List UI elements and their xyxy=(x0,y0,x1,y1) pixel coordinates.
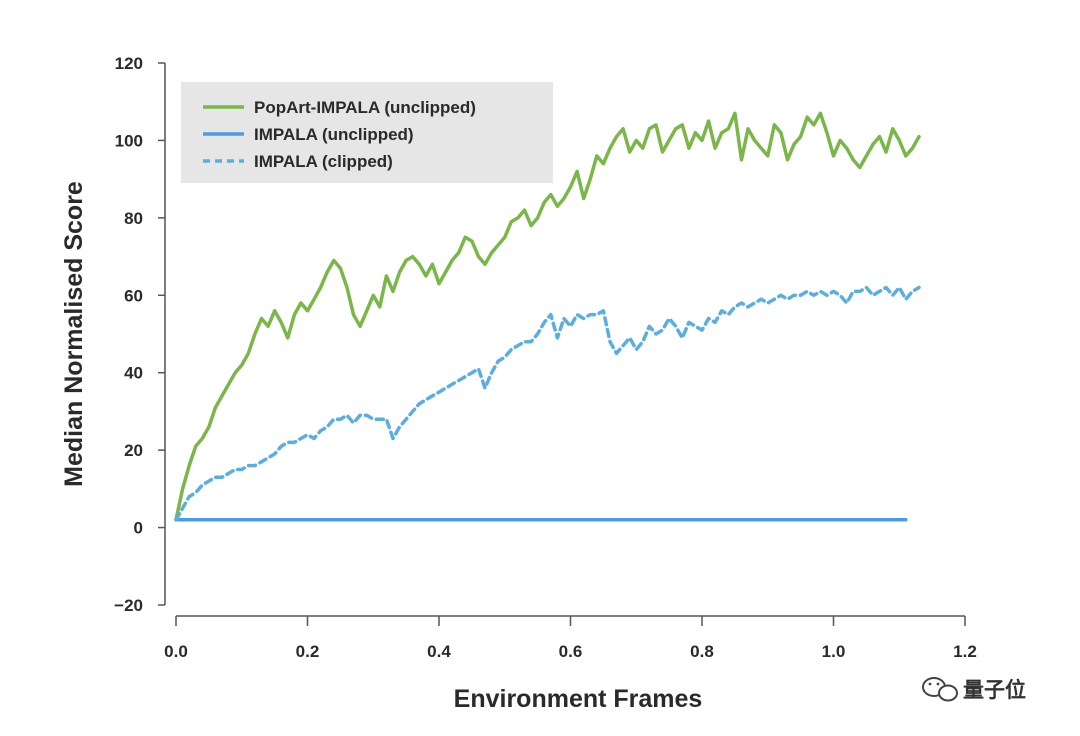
y-axis-title: Median Normalised Score xyxy=(60,181,88,487)
y-tick-label: −20 xyxy=(114,596,143,615)
y-tick-label: 60 xyxy=(124,286,143,305)
y-tick-label: 20 xyxy=(124,441,143,460)
x-tick-label: 0.8 xyxy=(690,642,714,661)
y-tick-label: 100 xyxy=(115,131,143,150)
x-axis-title: Environment Frames xyxy=(454,685,703,713)
series-line-popart-impala xyxy=(174,111,921,522)
x-tick-label: 0.2 xyxy=(296,642,320,661)
y-tick-label: 80 xyxy=(124,209,143,228)
watermark: 量子位 xyxy=(922,677,1026,702)
y-tick-label: 40 xyxy=(124,364,143,383)
legend-label-popart-impala: PopArt-IMPALA (unclipped) xyxy=(254,98,476,117)
legend-label-impala-clipped: IMPALA (clipped) xyxy=(254,152,393,171)
x-tick-label: 1.2 xyxy=(953,642,977,661)
x-tick-label: 1.0 xyxy=(822,642,846,661)
wechat-icon xyxy=(922,677,958,702)
x-axis: 0.0 0.2 0.4 0.6 0.8 1.0 1.2 xyxy=(164,615,977,661)
legend-label-impala-unclipped: IMPALA (unclipped) xyxy=(254,125,414,144)
y-tick-label: 0 xyxy=(134,519,143,538)
series-layer xyxy=(174,111,921,522)
series-line-impala-clipped xyxy=(174,285,921,522)
y-tick-label: 120 xyxy=(115,54,143,73)
x-tick-label: 0.4 xyxy=(427,642,451,661)
legend: PopArt-IMPALA (unclipped) IMPALA (unclip… xyxy=(181,82,553,183)
y-axis: 120 100 80 60 40 20 0 −20 xyxy=(114,54,166,615)
watermark-text: 量子位 xyxy=(963,678,1026,702)
x-tick-label: 0.0 xyxy=(164,642,188,661)
x-tick-label: 0.6 xyxy=(559,642,583,661)
